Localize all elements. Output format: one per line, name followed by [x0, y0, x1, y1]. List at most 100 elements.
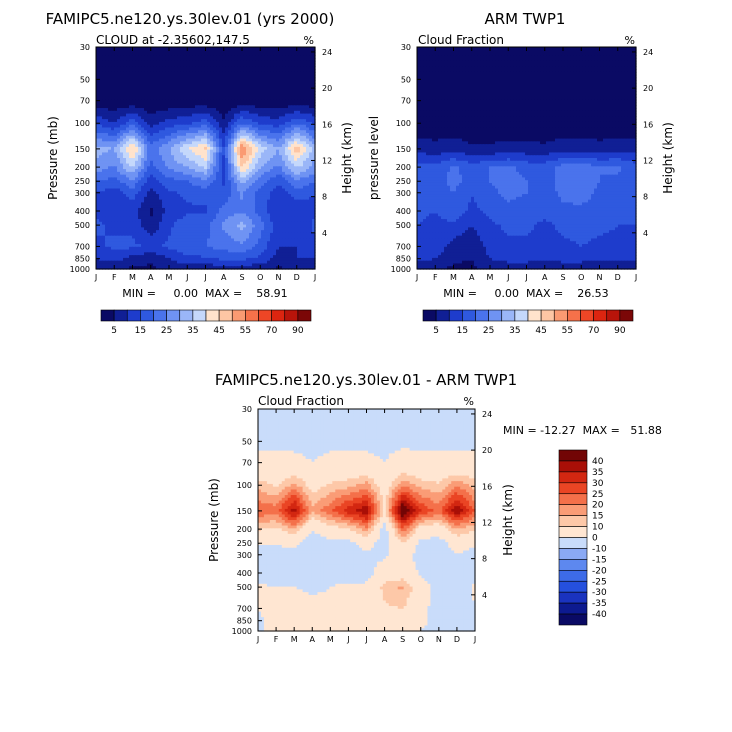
contour-cell: [180, 191, 184, 195]
contour-cell: [195, 133, 199, 137]
contour-cell: [153, 227, 157, 231]
contour-cell: [180, 96, 184, 101]
contour-cell: [303, 182, 307, 187]
contour-cell: [258, 74, 262, 79]
contour-cell: [216, 49, 220, 54]
contour-cell: [270, 221, 274, 226]
contour-cell: [288, 138, 292, 142]
contour-cell: [210, 66, 214, 70]
contour-cell: [255, 158, 259, 162]
contour-cell: [246, 182, 250, 187]
contour-cell: [108, 141, 112, 145]
contour-cell: [285, 196, 289, 201]
contour-cell: [189, 205, 193, 209]
contour-cell: [282, 171, 286, 176]
contour-cell: [300, 180, 304, 184]
contour-cell: [294, 105, 298, 109]
contour-cell: [135, 77, 139, 81]
contour-cell: [294, 219, 298, 223]
contour-cell: [204, 155, 208, 159]
contour-cell: [105, 91, 109, 95]
contour-cell: [156, 152, 160, 156]
contour-cell: [255, 177, 259, 181]
contour-cell: [165, 213, 169, 217]
contour-cell: [120, 127, 124, 131]
contour-cell: [201, 216, 205, 220]
contour-cell: [255, 102, 259, 106]
contour-cell: [177, 49, 181, 54]
contour-cell: [294, 227, 298, 231]
contour-cell: [312, 124, 316, 129]
contour-cell: [255, 58, 259, 62]
contour-cell: [156, 85, 160, 90]
contour-cell: [252, 138, 256, 142]
contour-cell: [213, 191, 217, 195]
contour-cell: [177, 127, 181, 131]
contour-cell: [171, 127, 175, 131]
contour-cell: [201, 144, 205, 148]
contour-cell: [153, 141, 157, 145]
contour-cell: [216, 166, 220, 170]
contour-cell: [270, 108, 274, 112]
contour-cell: [252, 127, 256, 131]
contour-cell: [237, 152, 241, 156]
contour-cell: [96, 232, 100, 237]
contour-cell: [309, 158, 313, 162]
contour-cell: [174, 191, 178, 195]
contour-cell: [204, 171, 208, 176]
contour-cell: [108, 138, 112, 142]
contour-cell: [204, 94, 208, 98]
contour-cell: [222, 199, 226, 204]
contour-cell: [204, 205, 208, 209]
contour-cell: [132, 146, 136, 151]
contour-cell: [135, 66, 139, 70]
contour-cell: [219, 69, 223, 73]
contour-cell: [234, 113, 238, 117]
contour-cell: [123, 96, 127, 101]
contour-cell: [264, 58, 268, 62]
contour-cell: [312, 232, 316, 237]
contour-cell: [222, 69, 226, 73]
contour-cell: [294, 160, 298, 165]
contour-cell: [243, 69, 247, 73]
contour-cell: [189, 105, 193, 109]
contour-cell: [165, 210, 169, 215]
contour-cell: [300, 196, 304, 201]
contour-cell: [117, 171, 121, 176]
contour-cell: [255, 213, 259, 217]
contour-cell: [156, 199, 160, 204]
contour-cell: [189, 91, 193, 95]
contour-cell: [312, 188, 316, 192]
contour-cell: [237, 219, 241, 223]
contour-cell: [111, 102, 115, 106]
contour-cell: [108, 144, 112, 148]
contour-cell: [213, 171, 217, 176]
contour-cell: [198, 182, 202, 187]
contour-cell: [102, 60, 106, 65]
contour-cell: [183, 99, 187, 104]
contour-cell: [192, 194, 196, 198]
contour-cell: [174, 174, 178, 179]
contour-cell: [282, 199, 286, 204]
contour-cell: [153, 169, 157, 173]
contour-cell: [258, 152, 262, 156]
contour-cell: [267, 171, 271, 176]
contour-cell: [279, 83, 283, 87]
contour-cell: [120, 188, 124, 192]
contour-cell: [99, 191, 103, 195]
contour-cell: [204, 135, 208, 140]
contour-cell: [174, 177, 178, 181]
contour-cell: [165, 99, 169, 104]
contour-cell: [309, 149, 313, 154]
contour-cell: [291, 155, 295, 159]
contour-cell: [210, 52, 214, 56]
contour-cell: [159, 166, 163, 170]
contour-cell: [273, 49, 277, 54]
contour-cell: [312, 163, 316, 167]
contour-cell: [120, 74, 124, 79]
contour-cell: [306, 149, 310, 154]
contour-cell: [267, 96, 271, 101]
contour-cell: [132, 99, 136, 104]
contour-cell: [267, 216, 271, 220]
contour-cell: [234, 127, 238, 131]
